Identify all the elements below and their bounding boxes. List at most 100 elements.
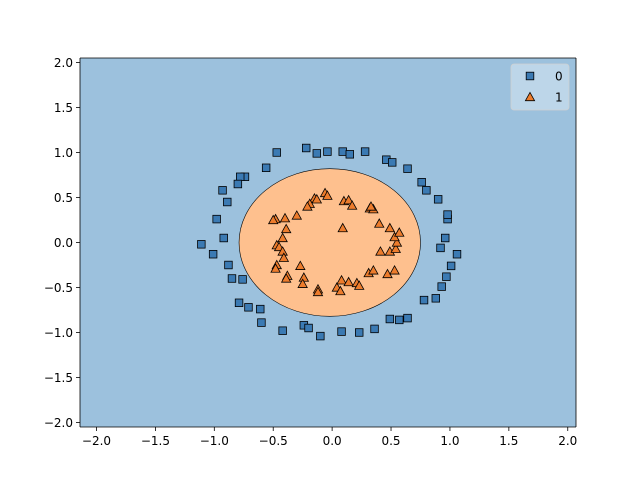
class-0-point: [395, 315, 404, 325]
scatter-points: [197, 143, 462, 341]
class-1-point: [335, 285, 346, 296]
class-1-point: [295, 260, 306, 270]
x-tick-label: 2.0: [558, 434, 577, 448]
class-0-point: [323, 147, 332, 156]
class-0-point: [355, 328, 364, 337]
y-tick-label: −1.5: [44, 371, 73, 385]
class-1-point: [280, 223, 292, 234]
class-1-point: [393, 227, 405, 237]
class-0-point: [417, 177, 426, 187]
y-tick-label: 1.0: [54, 146, 73, 160]
legend-box: [510, 63, 570, 111]
class-0-point: [302, 143, 311, 153]
x-tick-label: −2.0: [82, 434, 111, 448]
y-tick-label: 1.5: [54, 101, 73, 115]
class-0-point: [441, 233, 450, 243]
class-1-point: [382, 268, 393, 279]
class-1-point: [280, 273, 292, 283]
class-0-point: [208, 249, 218, 259]
class-0-point: [272, 148, 281, 157]
x-tick-label: −0.5: [259, 434, 288, 448]
class-0-point: [244, 303, 253, 312]
class-1-point: [279, 212, 291, 223]
class-1-point: [291, 210, 303, 220]
axes: −2.0 −2.0 −1.5 −1.5 −1.0 −1.0 −0.5 −0.5 0.0 0.0 0.…: [44, 56, 577, 448]
y-tick-label: −0.5: [44, 281, 73, 295]
class-1-point: [267, 214, 279, 225]
class-1-point: [373, 218, 385, 228]
x-tick-label: 0.0: [323, 434, 342, 448]
class-1-point: [312, 286, 324, 297]
class-0-point: [437, 282, 446, 291]
class-1-point: [270, 263, 281, 273]
class-0-point: [403, 164, 412, 173]
class-0-point: [212, 214, 221, 224]
class-0-point: [224, 260, 233, 270]
y-tick-label: 2.0: [54, 56, 73, 70]
legend-marker-0: [525, 71, 535, 81]
class-0-point: [338, 147, 347, 156]
legend-label: 1: [555, 91, 563, 105]
class-1-point: [391, 237, 403, 247]
y-tick-label: 0.5: [54, 191, 73, 205]
y-tick-label: 0.0: [54, 236, 73, 250]
class-0-point: [337, 327, 346, 336]
class-1-point: [390, 243, 402, 253]
class-0-point: [197, 240, 206, 249]
class-0-point: [436, 243, 445, 253]
class-0-point: [227, 274, 237, 283]
class-1-point: [375, 246, 386, 256]
x-tick-label: −1.5: [141, 434, 170, 448]
class-0-point: [403, 313, 412, 323]
class-1-point: [336, 274, 347, 285]
x-tick-label: 0.5: [381, 434, 400, 448]
class-0-point: [304, 323, 313, 333]
class-1-point: [277, 232, 288, 243]
class-1-point: [353, 280, 365, 290]
class-0-point: [257, 318, 266, 327]
class-0-point: [360, 147, 370, 156]
class-0-point: [278, 326, 287, 335]
class-1-point: [278, 252, 290, 262]
legend: 01: [510, 63, 570, 111]
class-0-point: [452, 249, 462, 259]
class-0-point: [312, 149, 322, 158]
legend-marker-1: [524, 91, 536, 102]
class-0-point: [234, 298, 244, 307]
class-0-point: [238, 275, 247, 284]
class-1-point: [343, 194, 354, 205]
class-1-point: [302, 201, 313, 211]
class-0-point: [370, 324, 379, 334]
class-0-point: [256, 304, 265, 314]
class-0-point: [442, 272, 451, 281]
class-0-point: [443, 210, 452, 219]
class-1-point: [346, 200, 358, 210]
class-1-point: [322, 190, 333, 200]
class-0-point: [316, 331, 325, 341]
class-0-point: [419, 295, 429, 305]
class-1-point: [297, 278, 308, 288]
class-0-point: [233, 179, 243, 189]
class-0-point: [388, 158, 397, 167]
class-0-point: [385, 314, 395, 324]
class-1-point: [384, 222, 396, 233]
x-tick-label: −1.0: [200, 434, 229, 448]
class-1-decision-region: [238, 168, 421, 317]
class-1-point: [311, 193, 323, 204]
class-0-point: [431, 294, 441, 303]
class-0-point: [236, 172, 245, 181]
class-0-point: [422, 186, 431, 195]
class-0-point: [218, 186, 227, 195]
x-tick-label: 1.5: [499, 434, 518, 448]
class-0-point: [446, 261, 456, 271]
class-1-point: [337, 222, 349, 233]
class-1-point: [343, 276, 354, 287]
plot-area: [80, 58, 576, 427]
class-0-point: [345, 150, 354, 159]
class-0-point: [433, 195, 443, 204]
legend-label: 0: [555, 70, 563, 84]
class-0-point: [219, 233, 228, 243]
class-1-point: [368, 264, 379, 275]
class-0-point: [261, 163, 271, 172]
